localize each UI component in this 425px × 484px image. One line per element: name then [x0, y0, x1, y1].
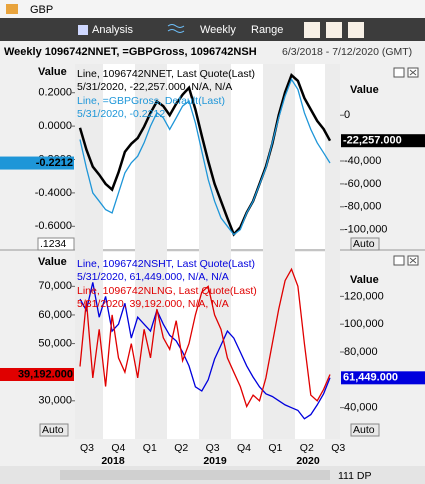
x-year-label: 2020 [296, 455, 320, 467]
legend-name: Line, 1096742NNET, Last Quote(Last) [77, 68, 255, 80]
y2-tick-label: -40,000 [344, 155, 381, 167]
x-year-label: 2019 [203, 455, 227, 467]
header-period: 6/3/2018 - 7/12/2020 (GMT) [282, 46, 412, 58]
y-tick-label: 60,000 [38, 309, 72, 321]
legend-info: 5/31/2020, 39,192.000, N/A, N/A [77, 298, 229, 310]
y2-tick-label: 100,000 [344, 318, 384, 330]
y2-axis-title: Value [350, 84, 379, 96]
range-menu[interactable]: Range [251, 24, 283, 36]
x-tick-label: Q1 [268, 442, 282, 454]
quarter-shading [75, 64, 340, 439]
x-tick-label: Q4 [237, 442, 251, 454]
last-value-label: -22,257.000 [343, 135, 402, 147]
y2-tick-label: 40,000 [344, 402, 378, 414]
y-axis-title: Value [38, 256, 67, 268]
y2-tick-label: 120,000 [344, 290, 384, 302]
y-tick-label: -0.6000 [35, 220, 72, 232]
legend-name: Line, 1096742NSHT, Last Quote(Last) [77, 258, 255, 270]
auto-label[interactable]: Auto [353, 238, 375, 250]
auto-label[interactable]: Auto [42, 424, 64, 436]
analysis-menu[interactable]: Analysis [92, 24, 133, 36]
x-tick-label: Q3 [80, 442, 94, 454]
last-value-box [341, 371, 425, 385]
last-value-label: 39,192.000 [18, 368, 73, 380]
auto-box[interactable] [350, 237, 380, 251]
x-year-label: 2018 [101, 455, 125, 467]
x-tick-label: Q2 [300, 442, 314, 454]
x-tick-label: Q4 [111, 442, 125, 454]
panel-controls[interactable] [393, 67, 419, 266]
window-icon [6, 4, 18, 14]
last-value-box [0, 156, 74, 170]
x-tick-label: Q3 [206, 442, 220, 454]
y-tick-label: 30,000 [38, 395, 72, 407]
series-line [79, 267, 331, 409]
x-tick-label: Q3 [331, 442, 345, 454]
y2-tick-label: -60,000 [344, 178, 381, 190]
tool-icon[interactable] [348, 22, 364, 38]
auto-box[interactable] [350, 423, 380, 437]
y-axis-title: Value [38, 66, 67, 78]
tool-icon[interactable] [304, 22, 320, 38]
header-title: Weekly 1096742NNET, =GBPGross, 1096742NS… [4, 46, 257, 58]
legend-info: 5/31/2020, 61,449.000, N/A, N/A [77, 271, 229, 283]
style-icon[interactable] [167, 24, 185, 33]
series-line [79, 77, 331, 236]
interval-menu[interactable]: Weekly [200, 24, 236, 36]
series-line [79, 282, 331, 420]
y2-tick-label: 0 [344, 109, 350, 121]
y2-tick-label: -80,000 [344, 201, 381, 213]
precision-label: .1234 [40, 238, 66, 250]
y2-tick-label: 80,000 [344, 346, 378, 358]
x-tick-label: Q2 [174, 442, 188, 454]
last-value-label: -0.2212 [36, 157, 73, 169]
auto-label[interactable]: Auto [353, 424, 375, 436]
y-tick-label: -0.4000 [35, 187, 72, 199]
scroll-thumb[interactable] [60, 470, 330, 480]
y-tick-label: 0.2000 [38, 87, 72, 99]
y-tick-label: 70,000 [38, 280, 72, 292]
last-value-box [0, 367, 74, 381]
last-value-box [341, 134, 425, 148]
analysis-icon[interactable] [78, 25, 88, 35]
legend-info: 5/31/2020, -22,257.000, N/A, N/A [77, 81, 232, 93]
window-title: GBP [30, 4, 53, 16]
legend-name: Line, 1096742NLNG, Last Quote(Last) [77, 285, 257, 297]
legend-info: 5/31/2020, -0.2212 [77, 108, 165, 120]
y-tick-label: 0.0000 [38, 120, 72, 132]
data-points: 111 DP [338, 470, 371, 482]
y-tick-label: 50,000 [38, 337, 72, 349]
title-bar [0, 0, 425, 18]
x-tick-label: Q1 [143, 442, 157, 454]
last-value-label: 61,449.000 [343, 372, 398, 384]
precision-box[interactable] [37, 237, 75, 251]
auto-box[interactable] [39, 423, 69, 437]
legend-name: Line, =GBPGross, Default(Last) [77, 95, 225, 107]
tool-icon[interactable] [326, 22, 342, 38]
y2-axis-title: Value [350, 274, 379, 286]
series-line [78, 73, 332, 237]
y2-tick-label: -100,000 [344, 224, 387, 236]
